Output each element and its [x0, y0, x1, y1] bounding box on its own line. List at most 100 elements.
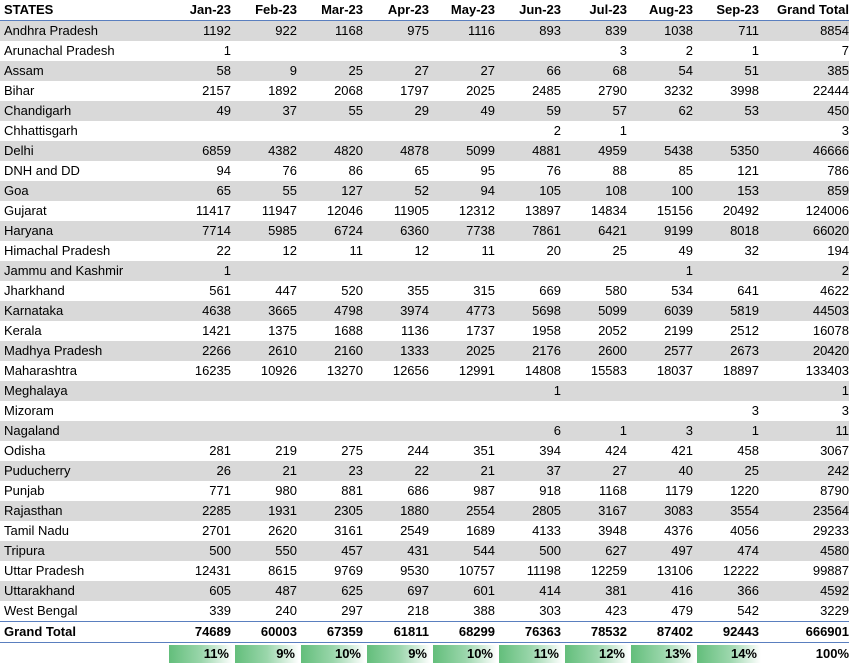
value-cell	[367, 41, 433, 61]
value-cell: 27	[565, 461, 631, 481]
state-name-cell: Maharashtra	[0, 361, 169, 381]
value-cell: 534	[631, 281, 697, 301]
value-cell: 13897	[499, 201, 565, 221]
value-cell: 627	[565, 541, 631, 561]
value-cell: 2549	[367, 521, 433, 541]
percentage-cell: 10%	[301, 643, 367, 663]
value-cell: 49	[169, 101, 235, 121]
value-cell	[697, 261, 763, 281]
value-cell: 86	[301, 161, 367, 181]
value-cell: 3161	[301, 521, 367, 541]
value-cell: 605	[169, 581, 235, 601]
value-cell: 474	[697, 541, 763, 561]
state-name-cell: Nagaland	[0, 421, 169, 441]
state-name-cell: Uttarakhand	[0, 581, 169, 601]
value-cell: 1421	[169, 321, 235, 341]
value-cell: 32	[697, 241, 763, 261]
value-cell: 12	[235, 241, 301, 261]
value-cell	[169, 121, 235, 141]
value-cell: 9199	[631, 221, 697, 241]
value-cell: 414	[499, 581, 565, 601]
value-cell: 7	[763, 41, 849, 61]
value-cell: 5819	[697, 301, 763, 321]
value-cell: 2600	[565, 341, 631, 361]
value-cell	[301, 421, 367, 441]
percentage-databar: 12%	[565, 645, 629, 663]
column-header: Apr-23	[367, 0, 433, 21]
value-cell: 580	[565, 281, 631, 301]
value-cell: 51	[697, 61, 763, 81]
grand-total-cell: 78532	[565, 622, 631, 643]
value-cell: 421	[631, 441, 697, 461]
value-cell: 218	[367, 601, 433, 622]
value-cell: 25	[565, 241, 631, 261]
value-cell: 5099	[433, 141, 499, 161]
value-cell	[301, 261, 367, 281]
value-cell: 2790	[565, 81, 631, 101]
state-name-cell: Tamil Nadu	[0, 521, 169, 541]
state-name-cell: Tripura	[0, 541, 169, 561]
value-cell: 12259	[565, 561, 631, 581]
value-cell	[631, 401, 697, 421]
value-cell: 424	[565, 441, 631, 461]
value-cell: 11	[763, 421, 849, 441]
value-cell: 3974	[367, 301, 433, 321]
percentage-databar: 9%	[367, 645, 431, 663]
column-header: Sep-23	[697, 0, 763, 21]
value-cell: 2610	[235, 341, 301, 361]
state-name-cell: Punjab	[0, 481, 169, 501]
value-cell: 1	[565, 421, 631, 441]
value-cell: 153	[697, 181, 763, 201]
value-cell: 918	[499, 481, 565, 501]
value-cell: 297	[301, 601, 367, 622]
percentage-value: 11%	[204, 645, 229, 663]
value-cell: 2577	[631, 341, 697, 361]
grand-total-cell: 60003	[235, 622, 301, 643]
value-cell: 303	[499, 601, 565, 622]
value-cell: 6421	[565, 221, 631, 241]
value-cell: 29233	[763, 521, 849, 541]
value-cell: 8018	[697, 221, 763, 241]
value-cell: 37	[499, 461, 565, 481]
value-cell: 6859	[169, 141, 235, 161]
state-name-cell: Jharkhand	[0, 281, 169, 301]
value-cell: 5698	[499, 301, 565, 321]
value-cell: 2025	[433, 341, 499, 361]
value-cell: 2266	[169, 341, 235, 361]
value-cell: 697	[367, 581, 433, 601]
value-cell	[367, 121, 433, 141]
percentage-value: 11%	[534, 645, 559, 663]
value-cell: 987	[433, 481, 499, 501]
value-cell: 11	[301, 241, 367, 261]
state-name-cell: Karnataka	[0, 301, 169, 321]
value-cell: 15583	[565, 361, 631, 381]
value-cell	[499, 261, 565, 281]
value-cell: 479	[631, 601, 697, 622]
value-cell: 94	[433, 181, 499, 201]
value-cell: 12046	[301, 201, 367, 221]
value-cell: 16078	[763, 321, 849, 341]
value-cell: 544	[433, 541, 499, 561]
state-name-cell: Jammu and Kashmir	[0, 261, 169, 281]
value-cell: 1688	[301, 321, 367, 341]
value-cell: 29	[367, 101, 433, 121]
value-cell	[235, 381, 301, 401]
value-cell	[499, 41, 565, 61]
value-cell: 37	[235, 101, 301, 121]
value-cell: 1168	[301, 21, 367, 42]
value-cell: 8790	[763, 481, 849, 501]
state-name-cell: Goa	[0, 181, 169, 201]
